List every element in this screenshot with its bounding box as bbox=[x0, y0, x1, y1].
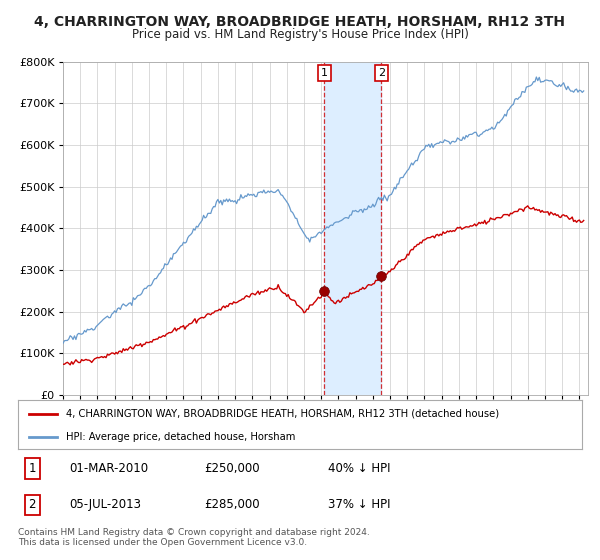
Text: £250,000: £250,000 bbox=[204, 462, 260, 475]
Text: 1: 1 bbox=[320, 68, 328, 78]
Text: 05-JUL-2013: 05-JUL-2013 bbox=[69, 498, 141, 511]
Text: Contains HM Land Registry data © Crown copyright and database right 2024.
This d: Contains HM Land Registry data © Crown c… bbox=[18, 528, 370, 547]
Text: Price paid vs. HM Land Registry's House Price Index (HPI): Price paid vs. HM Land Registry's House … bbox=[131, 28, 469, 41]
Text: 2: 2 bbox=[378, 68, 385, 78]
Text: 2: 2 bbox=[28, 498, 36, 511]
Text: 37% ↓ HPI: 37% ↓ HPI bbox=[328, 498, 391, 511]
Text: 01-MAR-2010: 01-MAR-2010 bbox=[69, 462, 148, 475]
Text: 40% ↓ HPI: 40% ↓ HPI bbox=[328, 462, 391, 475]
Text: 4, CHARRINGTON WAY, BROADBRIDGE HEATH, HORSHAM, RH12 3TH: 4, CHARRINGTON WAY, BROADBRIDGE HEATH, H… bbox=[35, 15, 566, 29]
Text: 1: 1 bbox=[28, 462, 36, 475]
Text: 4, CHARRINGTON WAY, BROADBRIDGE HEATH, HORSHAM, RH12 3TH (detached house): 4, CHARRINGTON WAY, BROADBRIDGE HEATH, H… bbox=[66, 409, 499, 419]
Text: HPI: Average price, detached house, Horsham: HPI: Average price, detached house, Hors… bbox=[66, 432, 295, 442]
Text: £285,000: £285,000 bbox=[204, 498, 260, 511]
Bar bbox=[324, 62, 382, 395]
